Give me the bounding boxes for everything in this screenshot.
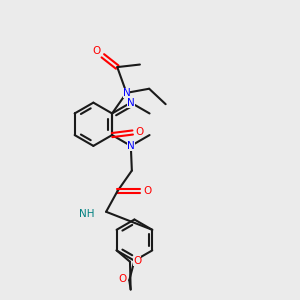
Text: O: O <box>143 186 152 196</box>
Text: N: N <box>123 88 130 98</box>
Text: N: N <box>127 141 135 151</box>
Text: O: O <box>92 46 100 56</box>
Text: N: N <box>127 98 135 108</box>
Text: O: O <box>118 274 126 284</box>
Text: O: O <box>136 128 144 137</box>
Text: NH: NH <box>79 209 95 219</box>
Text: O: O <box>133 256 141 266</box>
